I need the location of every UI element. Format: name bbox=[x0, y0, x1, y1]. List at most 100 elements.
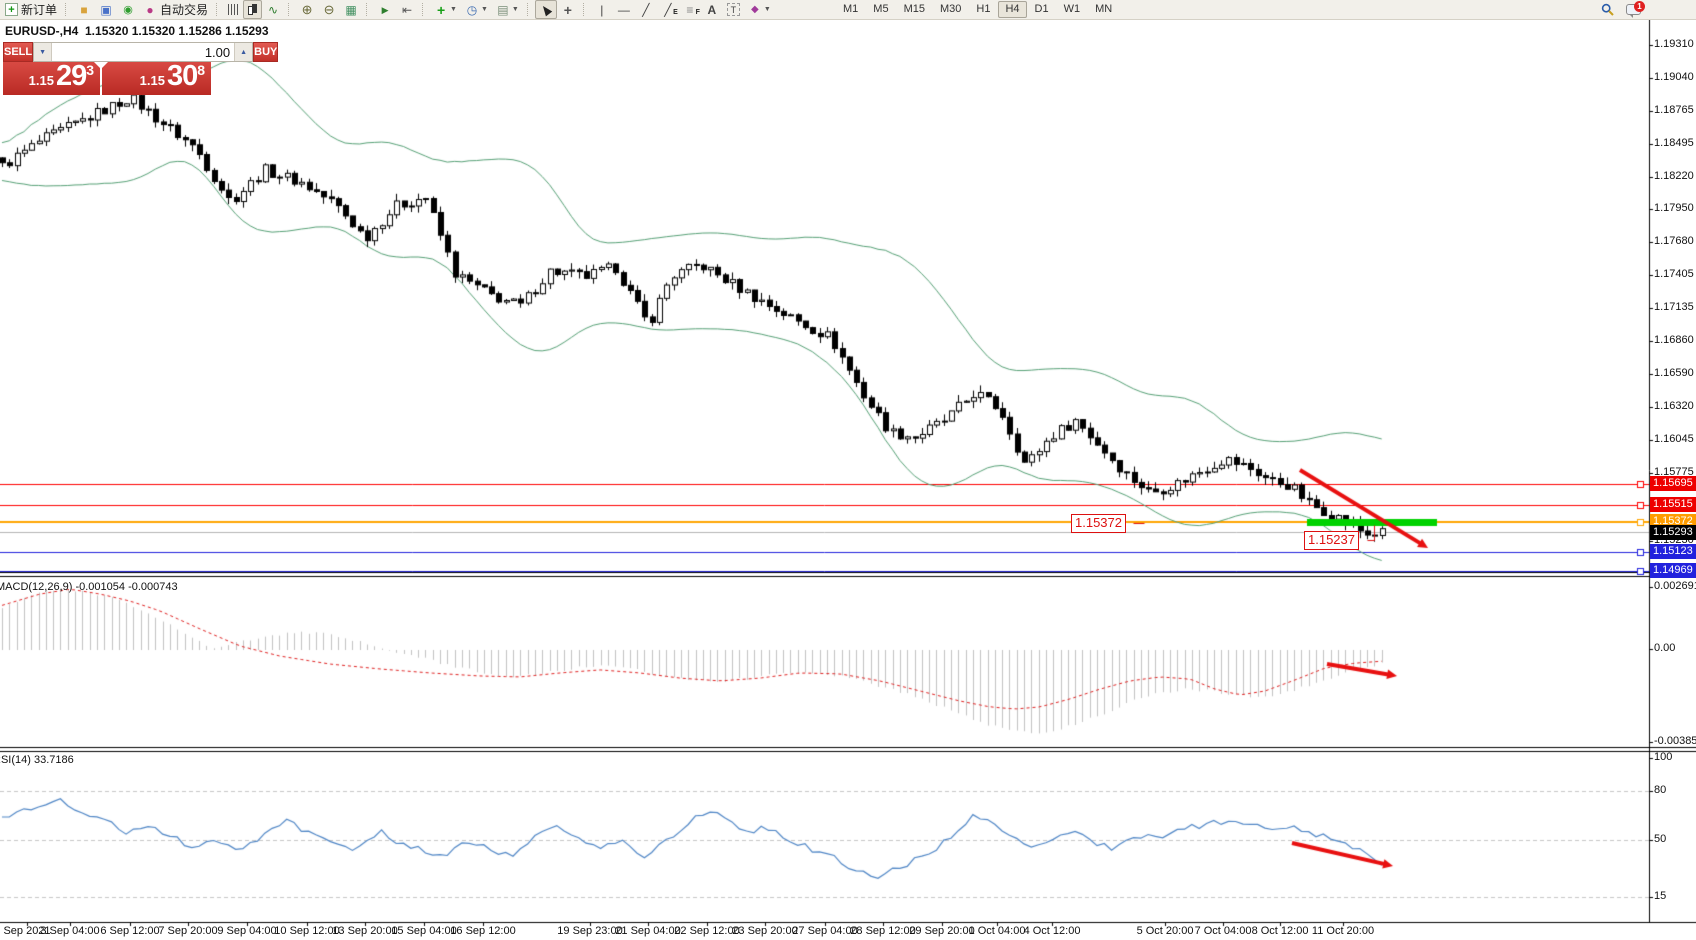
timeframe-bar: M1 M5 M15 M30 H1 H4 D1 W1 MN bbox=[836, 1, 1120, 18]
auto-scroll-icon: ▶ bbox=[381, 4, 389, 15]
price-axis-tick: 15 bbox=[1654, 890, 1667, 902]
time-axis-label: 9 Sep 04:00 bbox=[217, 925, 277, 937]
candlestick-chart-button[interactable] bbox=[243, 0, 263, 19]
price-axis-tick: 0.002691 bbox=[1654, 580, 1696, 592]
time-axis-label: 6 Sep 12:00 bbox=[100, 925, 160, 937]
crosshair-icon: + bbox=[563, 1, 572, 18]
data-window-button[interactable]: ▣ bbox=[95, 0, 117, 19]
indicators-button[interactable]: + ▼ bbox=[430, 0, 461, 19]
volume-up-button[interactable]: ▲ bbox=[234, 43, 253, 61]
timeframe-h4[interactable]: H4 bbox=[998, 1, 1027, 18]
text-button[interactable]: A bbox=[701, 0, 723, 19]
channel-icon: ╱ E bbox=[661, 3, 678, 17]
label-icon: T bbox=[726, 3, 740, 16]
price-axis-tick: -0.00385 bbox=[1654, 735, 1696, 747]
buy-price-display[interactable]: 1.15 30 8 bbox=[102, 62, 211, 95]
price-axis-tick: 100 bbox=[1654, 751, 1673, 763]
profiles-button[interactable]: ■ bbox=[73, 0, 95, 19]
channel-button[interactable]: ╱ E bbox=[657, 0, 679, 19]
chevron-down-icon: ▼ bbox=[450, 6, 457, 13]
notifications-button[interactable]: 1 bbox=[1620, 1, 1646, 18]
price-axis-tick: 1.16860 bbox=[1654, 334, 1694, 346]
text-label-button[interactable]: T bbox=[723, 0, 744, 19]
volume-input[interactable] bbox=[52, 43, 235, 61]
price-axis-tick: 1.18765 bbox=[1654, 104, 1694, 116]
time-axis-label: 7 Sep 20:00 bbox=[158, 925, 218, 937]
new-order-button[interactable]: + 新订单 bbox=[1, 0, 61, 19]
chevron-down-icon: ▼ bbox=[763, 6, 771, 13]
vertical-line-button[interactable]: | bbox=[591, 0, 613, 19]
zoom-in-button[interactable]: ⊕ bbox=[296, 0, 318, 19]
buy-button[interactable]: BUY bbox=[253, 42, 279, 62]
signal-icon: ◉ bbox=[123, 3, 133, 16]
bid-ask-display: 1.15 29 3 1.15 30 8 bbox=[3, 62, 211, 95]
price-axis-tick: 1.16320 bbox=[1654, 400, 1694, 412]
shapes-button[interactable]: ◆ ▼ bbox=[744, 0, 775, 19]
time-axis-label: 1 Oct 04:00 bbox=[968, 925, 1026, 937]
time-axis-label: 28 Sep 12:00 bbox=[850, 925, 916, 937]
price-axis-tick: 1.17950 bbox=[1654, 202, 1694, 214]
buy-price-prefix: 1.15 bbox=[139, 73, 165, 88]
price-callout-label[interactable]: 1.15237 bbox=[1304, 531, 1359, 550]
new-order-button-label: 新订单 bbox=[21, 3, 58, 17]
macd-indicator-label: MACD(12,26,9) -0.001054 -0.000743 bbox=[0, 581, 178, 593]
bar-chart-button[interactable] bbox=[224, 0, 243, 19]
cursor-icon bbox=[539, 3, 553, 17]
price-callout-label[interactable]: 1.15372 bbox=[1071, 514, 1126, 533]
timeframe-d1[interactable]: D1 bbox=[1034, 3, 1049, 15]
autotrade-button-label: 自动交易 bbox=[160, 3, 209, 17]
toolbar-separator bbox=[422, 3, 426, 16]
timeframe-m30[interactable]: M30 bbox=[939, 3, 962, 15]
cursor-button[interactable] bbox=[534, 0, 557, 19]
time-axis-label: 21 Sep 04:00 bbox=[615, 925, 681, 937]
price-axis-badge: 1.14969 bbox=[1650, 563, 1696, 578]
timeframe-w1[interactable]: W1 bbox=[1063, 3, 1081, 15]
sell-price-big: 29 bbox=[55, 60, 87, 92]
search-icon bbox=[1601, 3, 1614, 16]
zoom-out-icon: ⊖ bbox=[323, 1, 335, 17]
time-axis-label: 7 Oct 04:00 bbox=[1194, 925, 1252, 937]
shapes-icon: ◆ bbox=[750, 3, 759, 15]
time-axis-label: 13 Sep 20:00 bbox=[332, 925, 398, 937]
toolbar-groups: + 新订单 ■ ▣ ◉ ● 自动交易 ∿ ⊕ ⊖ ▦ ▶ ⇤ + ▼ ◷ ▼ ▤ ▼ + | — ╱ ╱ E ≡ F A T ◆ ▼ bbox=[0, 0, 776, 19]
notification-badge: 1 bbox=[1634, 1, 1645, 12]
timeframe-m1[interactable]: M1 bbox=[843, 3, 859, 15]
time-axis-label: 8 Oct 12:00 bbox=[1251, 925, 1309, 937]
search-button[interactable] bbox=[1594, 1, 1620, 18]
timeframe-mn[interactable]: MN bbox=[1095, 3, 1113, 15]
horizontal-line-button[interactable]: — bbox=[613, 0, 635, 19]
templates-button[interactable]: ▤ ▼ bbox=[492, 0, 523, 19]
price-axis-badge: 1.15123 bbox=[1650, 544, 1696, 559]
candles-icon bbox=[247, 3, 258, 16]
sell-button[interactable]: SELL bbox=[3, 42, 34, 62]
chart-shift-button[interactable]: ⇤ bbox=[396, 0, 418, 19]
time-axis-label: 3 Sep 04:00 bbox=[40, 925, 100, 937]
volume-down-button[interactable]: ▼ bbox=[34, 43, 53, 61]
sell-price-display[interactable]: 1.15 29 3 bbox=[3, 62, 100, 95]
time-axis-label: 11 Oct 20:00 bbox=[1311, 925, 1375, 937]
timeframe-m5[interactable]: M5 bbox=[873, 3, 889, 15]
autotrade-button[interactable]: ● 自动交易 bbox=[139, 0, 212, 19]
trendline-button[interactable]: ╱ bbox=[635, 0, 657, 19]
crosshair-button[interactable]: + bbox=[557, 0, 579, 19]
line-chart-button[interactable]: ∿ bbox=[262, 0, 284, 19]
tile-windows-icon: ▦ bbox=[345, 2, 357, 17]
tile-windows-button[interactable]: ▦ bbox=[340, 0, 362, 19]
periods-icon: ◷ bbox=[466, 2, 478, 17]
profiles-icon: ■ bbox=[80, 2, 88, 17]
periods-button[interactable]: ◷ ▼ bbox=[461, 0, 492, 19]
timeframe-h1[interactable]: H1 bbox=[976, 3, 991, 15]
icon-sub-letter: E bbox=[673, 8, 678, 16]
alerts-button[interactable]: ◉ bbox=[117, 0, 139, 19]
timeframe-m15[interactable]: M15 bbox=[903, 3, 925, 15]
toolbar-separator bbox=[526, 3, 531, 16]
zoom-out-button[interactable]: ⊖ bbox=[318, 0, 340, 19]
price-axis-badge: 1.15695 bbox=[1650, 476, 1696, 491]
chevron-down-icon: ▼ bbox=[480, 6, 488, 13]
auto-scroll-button[interactable]: ▶ bbox=[374, 0, 396, 19]
time-axis-label: 10 Sep 12:00 bbox=[274, 925, 340, 937]
fibonacci-button[interactable]: ≡ F bbox=[679, 0, 701, 19]
time-axis-label: 23 Sep 20:00 bbox=[732, 925, 798, 937]
